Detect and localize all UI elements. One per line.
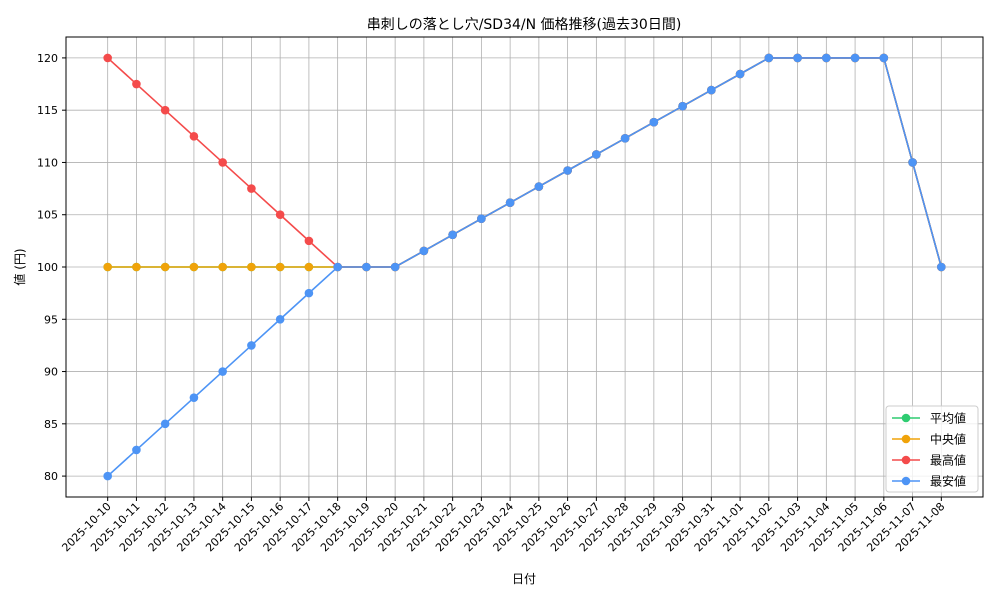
- legend-marker: [901, 434, 911, 444]
- legend-label: 中央値: [930, 432, 966, 447]
- data-point: [563, 166, 572, 175]
- data-point: [850, 53, 860, 63]
- data-point: [390, 262, 400, 272]
- data-point: [362, 262, 371, 272]
- data-point: [333, 262, 342, 272]
- data-point: [218, 262, 227, 272]
- data-point: [132, 262, 141, 272]
- legend-marker: [901, 455, 911, 465]
- data-point: [477, 214, 486, 223]
- data-point: [304, 288, 314, 298]
- series-line: [107, 57, 943, 477]
- data-point: [132, 445, 141, 455]
- data-point: [678, 101, 687, 111]
- legend-marker: [901, 413, 911, 423]
- data-point: [534, 182, 544, 191]
- data-point: [247, 184, 256, 193]
- data-point: [592, 150, 601, 159]
- data-point: [218, 158, 227, 167]
- x-ticks: 2025-10-102025-10-112025-10-122025-10-13…: [59, 497, 947, 554]
- y-tick-label: 95: [44, 313, 58, 326]
- legend-label: 平均値: [930, 411, 966, 426]
- data-point: [160, 419, 170, 429]
- data-point: [937, 262, 946, 272]
- data-point: [764, 53, 774, 63]
- series-group: [103, 53, 946, 481]
- data-point: [419, 246, 429, 256]
- y-tick-label: 105: [37, 209, 58, 222]
- data-point: [103, 262, 112, 272]
- series-3: [103, 53, 946, 481]
- legend-label: 最高値: [930, 453, 966, 468]
- data-point: [247, 341, 256, 350]
- data-point: [879, 53, 889, 63]
- legend-marker: [901, 476, 911, 486]
- y-ticks: 80 85 90 95 100 105 110 115 120: [37, 52, 66, 483]
- data-point: [132, 79, 141, 89]
- legend-box: [885, 405, 979, 493]
- y-tick-label: 115: [37, 104, 58, 117]
- data-point: [793, 53, 802, 63]
- data-point: [908, 158, 917, 167]
- y-tick-label: 120: [37, 52, 58, 65]
- data-point: [822, 53, 831, 63]
- data-point: [620, 134, 630, 143]
- y-tick-label: 100: [37, 261, 58, 274]
- data-point: [275, 314, 285, 324]
- data-point: [735, 69, 745, 79]
- data-point: [189, 132, 199, 141]
- data-point: [275, 262, 285, 272]
- data-point: [160, 105, 170, 115]
- y-tick-label: 110: [37, 156, 58, 169]
- data-point: [707, 85, 716, 95]
- y-axis-label: 値 (円): [12, 248, 27, 285]
- data-point: [448, 230, 457, 240]
- y-tick-label: 85: [44, 418, 58, 431]
- data-point: [189, 262, 199, 272]
- data-point: [649, 117, 659, 127]
- x-axis-label: 日付: [512, 572, 536, 586]
- data-point: [505, 198, 515, 208]
- data-point: [275, 210, 285, 220]
- data-point: [304, 262, 314, 272]
- data-point: [247, 262, 256, 272]
- data-point: [218, 367, 227, 376]
- data-point: [103, 53, 112, 63]
- legend-label: 最安値: [930, 474, 966, 489]
- y-tick-label: 80: [44, 470, 58, 483]
- data-point: [304, 236, 314, 246]
- data-point: [103, 471, 112, 481]
- chart-title: 串刺しの落とし穴/SD34/N 価格推移(過去30日間): [367, 17, 682, 33]
- data-point: [189, 393, 199, 402]
- data-point: [160, 262, 170, 272]
- y-tick-label: 90: [44, 366, 58, 379]
